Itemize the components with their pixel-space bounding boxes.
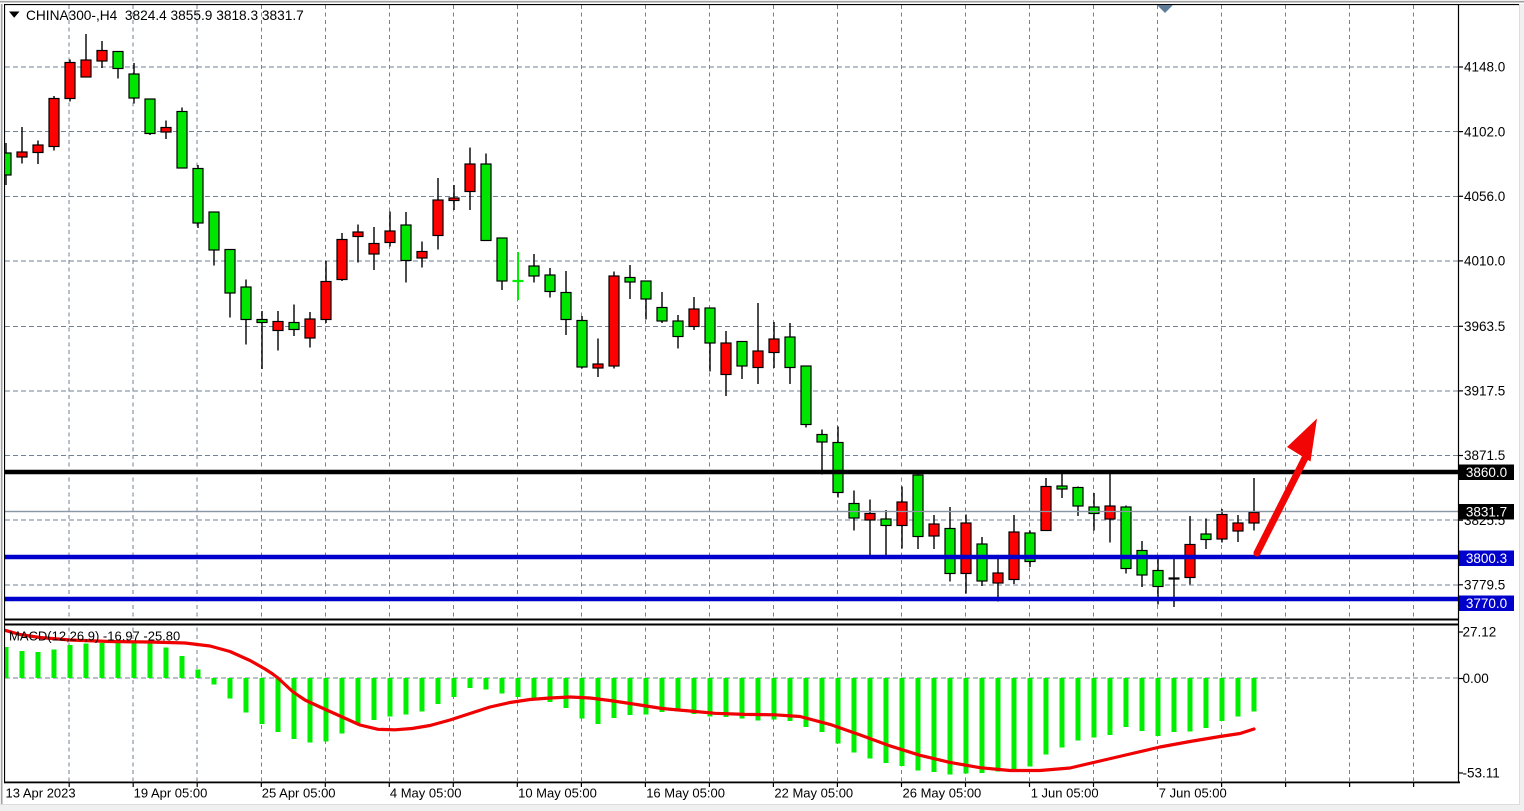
svg-text:19 Apr 05:00: 19 Apr 05:00 — [134, 786, 208, 801]
svg-text:26 May 05:00: 26 May 05:00 — [903, 786, 982, 801]
svg-text:3779.5: 3779.5 — [1464, 578, 1505, 593]
svg-text:MACD(12,26,9) -16.97 -25.80: MACD(12,26,9) -16.97 -25.80 — [9, 629, 180, 644]
svg-text:3800.3: 3800.3 — [1466, 551, 1507, 566]
svg-text:4 May 05:00: 4 May 05:00 — [390, 786, 462, 801]
svg-text:4056.0: 4056.0 — [1464, 189, 1505, 204]
svg-text:25 Apr 05:00: 25 Apr 05:00 — [262, 786, 336, 801]
svg-text:3917.5: 3917.5 — [1464, 384, 1505, 399]
svg-text:27.12: 27.12 — [1463, 625, 1497, 640]
svg-text:7 Jun 05:00: 7 Jun 05:00 — [1159, 786, 1227, 801]
svg-text:CHINA300-,H4 3824.4 3855.9 38: CHINA300-,H4 3824.4 3855.9 3818.3 3831.7 — [26, 8, 304, 23]
svg-text:-53.11: -53.11 — [1463, 766, 1500, 781]
svg-text:3860.0: 3860.0 — [1466, 465, 1507, 480]
svg-text:4148.0: 4148.0 — [1464, 60, 1505, 75]
svg-text:16 May 05:00: 16 May 05:00 — [646, 786, 725, 801]
svg-text:10 May 05:00: 10 May 05:00 — [518, 786, 597, 801]
svg-text:13 Apr 2023: 13 Apr 2023 — [6, 786, 76, 801]
svg-text:1 Jun 05:00: 1 Jun 05:00 — [1031, 786, 1099, 801]
svg-text:3871.5: 3871.5 — [1464, 448, 1505, 463]
svg-text:3963.5: 3963.5 — [1464, 319, 1505, 334]
svg-text:3831.7: 3831.7 — [1466, 505, 1507, 520]
svg-text:22 May 05:00: 22 May 05:00 — [774, 786, 853, 801]
svg-text:3770.0: 3770.0 — [1466, 596, 1507, 611]
svg-text:4102.0: 4102.0 — [1464, 124, 1505, 139]
svg-text:0.00: 0.00 — [1463, 671, 1489, 686]
svg-text:4010.0: 4010.0 — [1464, 254, 1505, 269]
